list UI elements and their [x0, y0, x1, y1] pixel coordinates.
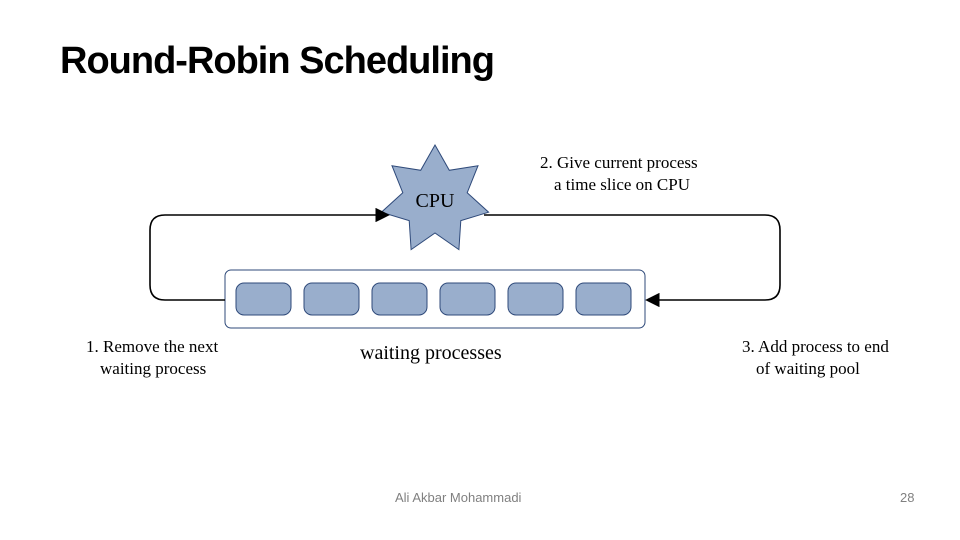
footer-author: Ali Akbar Mohammadi [395, 490, 521, 505]
annotation-line: 3. Add process to end [742, 336, 889, 358]
cpu-label: CPU [416, 190, 455, 212]
annotation-step3: 3. Add process to endof waiting pool [742, 336, 889, 380]
queue-slot [576, 283, 631, 315]
queue-slot [508, 283, 563, 315]
annotation-line: waiting process [86, 358, 218, 380]
annotation-line: 1. Remove the next [86, 336, 218, 358]
queue-slot [440, 283, 495, 315]
queue-slot [372, 283, 427, 315]
annotation-line: of waiting pool [742, 358, 889, 380]
queue-slot [304, 283, 359, 315]
annotation-line: a time slice on CPU [540, 174, 698, 196]
queue-slot [236, 283, 291, 315]
diagram-canvas: CPU [0, 0, 960, 540]
footer-page-number: 28 [900, 490, 914, 505]
queue-label: waiting processes [360, 340, 502, 366]
annotation-step2: 2. Give current processa time slice on C… [540, 152, 698, 196]
annotation-step1: 1. Remove the nextwaiting process [86, 336, 218, 380]
annotation-line: 2. Give current process [540, 152, 698, 174]
